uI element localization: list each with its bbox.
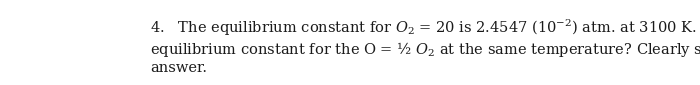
Text: 4.   The equilibrium constant for $O_2$ = 20 is 2.4547 (10$^{-2}$) atm. at 3100 : 4. The equilibrium constant for $O_2$ = … xyxy=(150,18,700,38)
Text: answer.: answer. xyxy=(150,61,207,75)
Text: equilibrium constant for the O = ½ $O_2$ at the same temperature? Clearly show u: equilibrium constant for the O = ½ $O_2$… xyxy=(150,40,700,59)
